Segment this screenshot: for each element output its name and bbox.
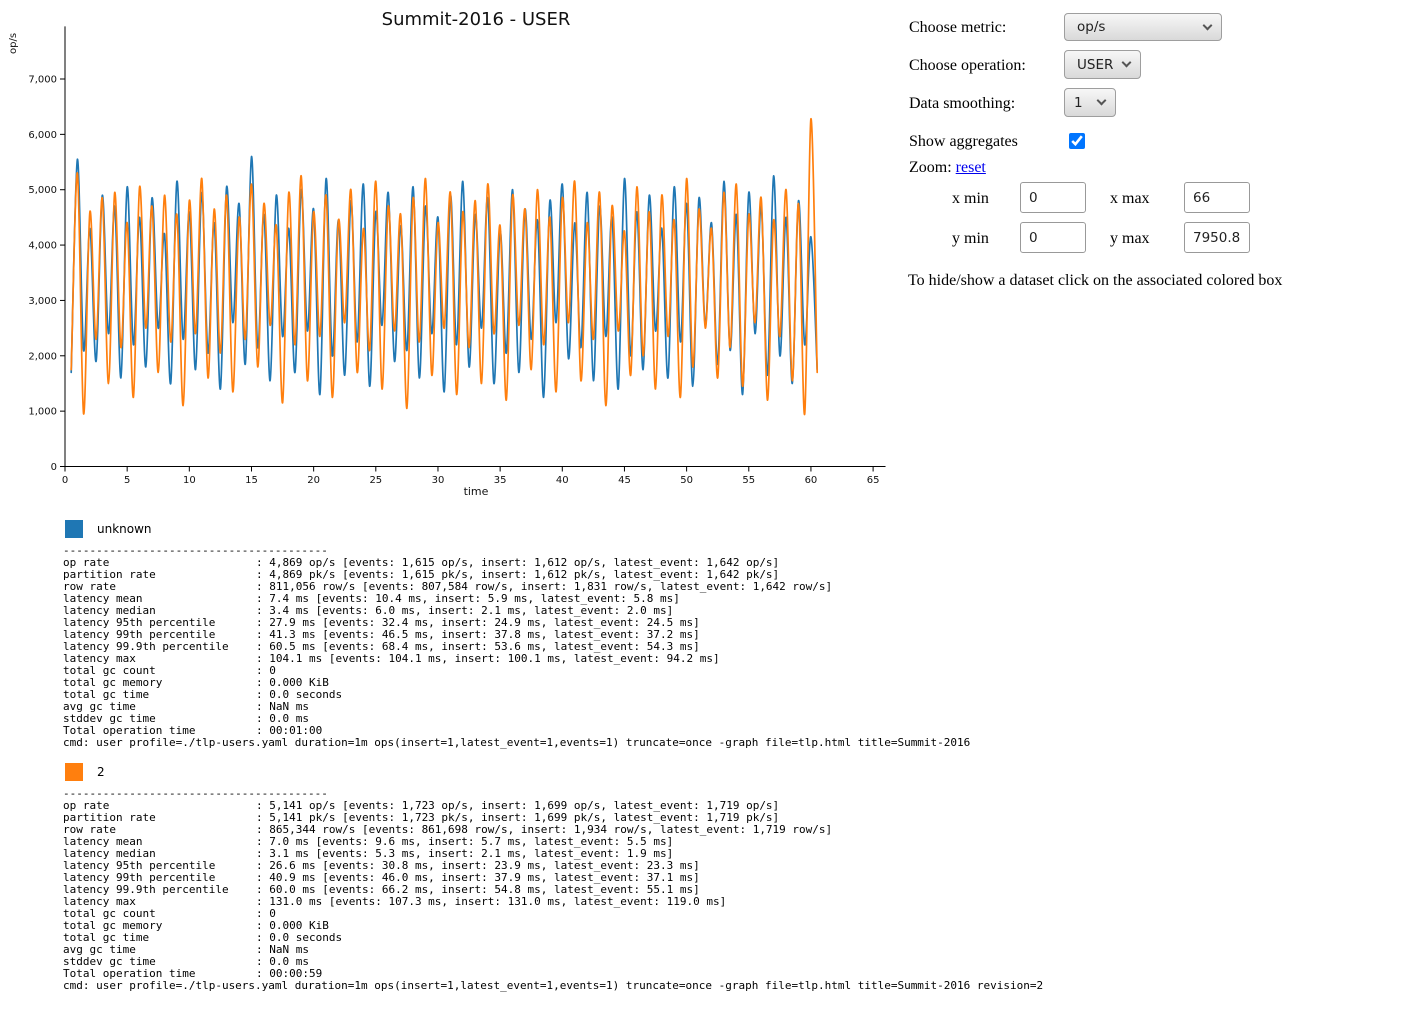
chart-area: Summit-2016 - USER op/s 0 1,000 2,000 3,000… xyxy=(0,0,952,505)
operation-select[interactable]: USER xyxy=(1064,50,1141,79)
stat-line: latency mean: 7.0 ms [events: 9.6 ms, in… xyxy=(63,835,674,848)
control-panel: Choose metric: op/s Choose operation: US… xyxy=(908,0,1408,320)
dataset-toggle-swatch[interactable] xyxy=(65,762,83,781)
stat-line: total gc time: 0.0 seconds xyxy=(63,931,343,944)
chart-title: Summit-2016 - USER xyxy=(381,9,571,30)
x-tick-label: 30 xyxy=(432,475,445,486)
stat-line: op rate: 5,141 op/s [events: 1,723 op/s,… xyxy=(63,799,780,812)
legend-block: unknown ---------------------------------… xyxy=(63,519,1403,749)
x-tick-label: 20 xyxy=(307,475,320,486)
y-min-label: y min xyxy=(952,230,989,247)
zoom-reset-link[interactable]: reset xyxy=(955,159,986,176)
x-tick-label: 60 xyxy=(805,475,818,486)
y-max-label: y max xyxy=(1110,230,1150,247)
x-tick-label: 10 xyxy=(183,475,196,486)
series-line-unknown xyxy=(70,155,819,399)
stat-line: latency 99th percentile: 41.3 ms [events… xyxy=(63,628,700,641)
x-tick-label: 55 xyxy=(742,475,755,486)
legend-separator: ---------------------------------------- xyxy=(63,544,328,557)
x-max-label: x max xyxy=(1110,190,1150,207)
stat-line: latency max: 131.0 ms [events: 107.3 ms,… xyxy=(63,895,727,908)
stat-line: op rate: 4,869 op/s [events: 1,615 op/s,… xyxy=(63,556,780,569)
stat-line: avg gc time: NaN ms xyxy=(63,700,309,713)
stat-line: latency 99th percentile: 40.9 ms [events… xyxy=(63,871,700,884)
stat-line: stddev gc time: 0.0 ms xyxy=(63,955,309,968)
show-aggregates-checkbox[interactable] xyxy=(1069,133,1085,149)
stat-line: row rate: 865,344 row/s [events: 861,698… xyxy=(63,823,833,836)
y-tick-label: 2,000 xyxy=(28,351,57,362)
stat-line: avg gc time: NaN ms xyxy=(63,943,309,956)
x-tick-label: 15 xyxy=(245,475,258,486)
stat-line: Total operation time: 00:00:59 xyxy=(63,967,323,980)
stat-line: total gc memory: 0.000 KiB xyxy=(63,919,329,932)
legend-hint: To hide/show a dataset click on the asso… xyxy=(908,272,1283,289)
stat-line: latency 95th percentile: 27.9 ms [events… xyxy=(63,616,700,629)
x-axis-label: time xyxy=(463,485,489,498)
stat-line: latency mean: 7.4 ms [events: 10.4 ms, i… xyxy=(63,592,680,605)
dataset-name: unknown xyxy=(97,521,152,536)
zoom-label: Zoom: xyxy=(909,159,952,176)
x-tick-label: 40 xyxy=(556,475,569,486)
stat-line: total gc memory: 0.000 KiB xyxy=(63,676,329,689)
y-tick-label: 7,000 xyxy=(28,75,57,86)
legend-separator: ---------------------------------------- xyxy=(63,787,328,800)
stat-line: row rate: 811,056 row/s [events: 807,584… xyxy=(63,580,833,593)
stat-line: partition rate: 4,869 pk/s [events: 1,61… xyxy=(63,568,780,581)
y-tick-label: 3,000 xyxy=(28,296,57,307)
y-tick-label: 1,000 xyxy=(28,407,57,418)
stat-line: total gc time: 0.0 seconds xyxy=(63,688,343,701)
smoothing-label: Data smoothing: xyxy=(909,95,1016,112)
stat-line: total gc count: 0 xyxy=(63,664,276,677)
y-max-input[interactable] xyxy=(1184,222,1250,253)
timeseries-chart[interactable]: 0 1,000 2,000 3,000 4,000 5,000 6,000 7,000 0 5 10… xyxy=(0,0,952,505)
x-tick-label: 65 xyxy=(867,475,880,486)
x-min-label: x min xyxy=(952,190,989,207)
metric-label: Choose metric: xyxy=(909,19,1007,36)
x-tick-label: 45 xyxy=(618,475,631,486)
x-tick-label: 5 xyxy=(124,475,130,486)
smoothing-select[interactable]: 1 xyxy=(1064,88,1116,117)
stat-line: latency max: 104.1 ms [events: 104.1 ms,… xyxy=(63,652,720,665)
stat-line: latency median: 3.4 ms [events: 6.0 ms, … xyxy=(63,604,674,617)
y-tick-label: 4,000 xyxy=(28,241,57,252)
show-aggregates-label: Show aggregates xyxy=(909,133,1018,150)
stat-line: latency median: 3.1 ms [events: 5.3 ms, … xyxy=(63,847,674,860)
dataset-name: 2 xyxy=(97,764,105,779)
series-line-2 xyxy=(70,118,819,415)
stat-line: latency 99.9th percentile: 60.0 ms [even… xyxy=(63,883,700,896)
stat-line: Total operation time: 00:01:00 xyxy=(63,724,323,737)
x-tick-label: 0 xyxy=(62,475,68,486)
stat-line: stddev gc time: 0.0 ms xyxy=(63,712,309,725)
stat-line: latency 99.9th percentile: 60.5 ms [even… xyxy=(63,640,700,653)
metric-select[interactable]: op/s xyxy=(1064,13,1222,41)
operation-label: Choose operation: xyxy=(909,57,1026,74)
stat-line: total gc count: 0 xyxy=(63,907,276,920)
stat-line: latency 95th percentile: 26.6 ms [events… xyxy=(63,859,700,872)
cmd-line: cmd: user profile=./tlp-users.yaml durat… xyxy=(63,736,971,749)
y-tick-label: 5,000 xyxy=(28,185,57,196)
y-min-input[interactable] xyxy=(1020,222,1086,253)
cmd-line: cmd: user profile=./tlp-users.yaml durat… xyxy=(63,979,1044,992)
y-tick-label: 6,000 xyxy=(28,130,57,141)
y-axis-label: op/s xyxy=(8,32,19,54)
x-min-input[interactable] xyxy=(1020,182,1086,213)
x-tick-label: 35 xyxy=(494,475,507,486)
y-tick-label: 0 xyxy=(51,462,57,473)
x-max-input[interactable] xyxy=(1184,182,1250,213)
legend-block: 2 ---------------------------------------… xyxy=(63,762,1403,992)
stat-line: partition rate: 5,141 pk/s [events: 1,72… xyxy=(63,811,780,824)
x-tick-label: 50 xyxy=(680,475,693,486)
x-tick-label: 25 xyxy=(369,475,382,486)
dataset-toggle-swatch[interactable] xyxy=(65,519,83,538)
